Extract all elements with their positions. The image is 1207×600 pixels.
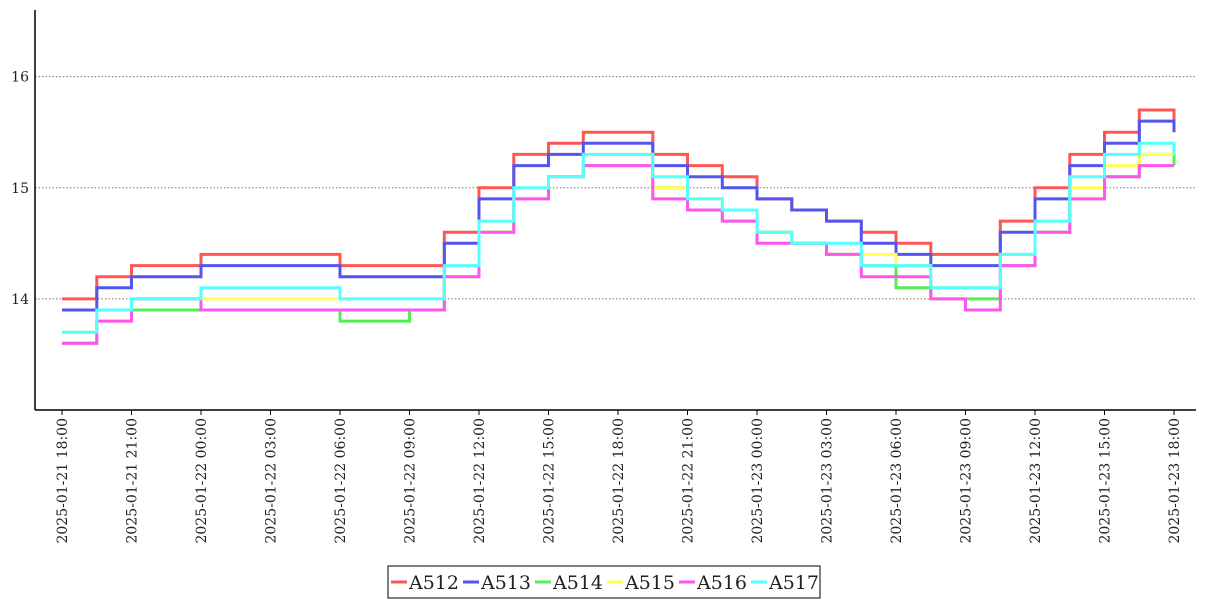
x-tick-label: 2025-01-22 21:00 bbox=[681, 418, 697, 544]
legend-label-a517: A517 bbox=[768, 572, 819, 594]
x-tick-labels: 2025-01-21 18:00 2025-01-21 21:00 2025-01-… bbox=[55, 410, 1183, 544]
x-tick-label: 2025-01-23 12:00 bbox=[1028, 418, 1044, 544]
series-line-a512 bbox=[62, 108, 1176, 301]
y-tick-label: 15 bbox=[11, 181, 29, 197]
x-tick-label: 2025-01-23 00:00 bbox=[750, 418, 766, 544]
x-tick-label: 2025-01-23 03:00 bbox=[820, 418, 836, 544]
x-tick-label: 2025-01-22 00:00 bbox=[194, 418, 210, 544]
legend: A512 A513 A514 A515 A516 A517 bbox=[387, 565, 821, 599]
legend-label-a514: A514 bbox=[552, 572, 603, 594]
series-line-a514 bbox=[62, 152, 1176, 345]
axes bbox=[34, 10, 1196, 411]
series-line-a517 bbox=[62, 141, 1176, 334]
series-lines bbox=[62, 108, 1176, 345]
legend-label-a512: A512 bbox=[408, 572, 459, 594]
x-tick-label: 2025-01-22 09:00 bbox=[403, 418, 419, 544]
legend-label-a515: A515 bbox=[624, 572, 675, 594]
series-line-a515 bbox=[62, 152, 1174, 334]
y-tick-label: 16 bbox=[11, 70, 29, 86]
y-tick-labels: 14 15 16 bbox=[11, 70, 29, 308]
x-tick-label: 2025-01-21 18:00 bbox=[55, 418, 71, 544]
y-tick-label: 14 bbox=[11, 292, 29, 308]
x-tick-label: 2025-01-23 18:00 bbox=[1167, 418, 1183, 544]
legend-label-a513: A513 bbox=[480, 572, 531, 594]
legend-label-a516: A516 bbox=[696, 572, 747, 594]
legend-box bbox=[387, 565, 821, 599]
series-line-a516 bbox=[62, 164, 1174, 345]
x-tick-label: 2025-01-22 12:00 bbox=[472, 418, 488, 544]
x-tick-label: 2025-01-22 06:00 bbox=[333, 418, 349, 544]
series-line-a513 bbox=[62, 119, 1176, 312]
x-tick-label: 2025-01-23 09:00 bbox=[959, 418, 975, 544]
x-tick-label: 2025-01-21 21:00 bbox=[125, 418, 141, 544]
x-tick-label: 2025-01-23 06:00 bbox=[889, 418, 905, 544]
x-tick-label: 2025-01-22 15:00 bbox=[542, 418, 558, 544]
x-tick-label: 2025-01-22 03:00 bbox=[264, 418, 280, 544]
x-tick-label: 2025-01-23 15:00 bbox=[1098, 418, 1114, 544]
x-tick-label: 2025-01-22 18:00 bbox=[611, 418, 627, 544]
